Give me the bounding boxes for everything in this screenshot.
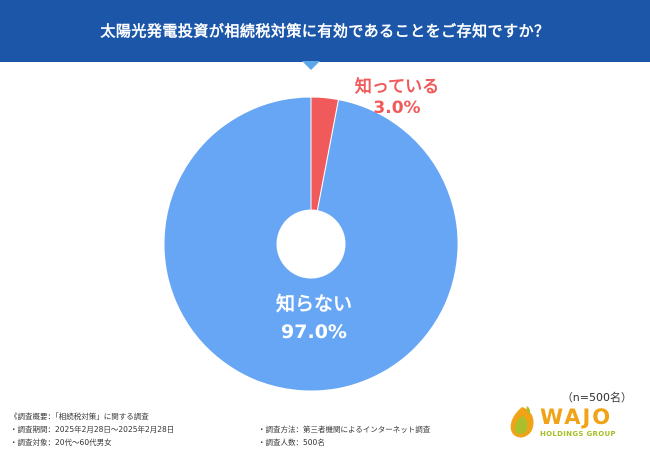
- slice-value-0: 3.0%: [373, 98, 420, 118]
- slice-label-1: 知らない: [276, 292, 352, 315]
- survey-target: ・調査対象：20代〜60代男女: [10, 438, 112, 447]
- logo-subtitle: HOLDINGS GROUP: [540, 430, 616, 438]
- slice-value-1: 97.0%: [281, 321, 347, 343]
- header-pointer: [302, 61, 320, 70]
- sample-size: （n=500名）: [561, 391, 632, 404]
- survey-period: ・調査期間：2025年2月28日〜2025年2月28日: [10, 425, 175, 434]
- chart-title: 太陽光発電投資が相続税対策に有効であることをご存知ですか？: [100, 22, 550, 40]
- logo-wordmark: WAJO: [540, 405, 613, 429]
- slice-label-0: 知っている: [354, 76, 439, 97]
- wajo-logo: WAJO HOLDINGS GROUP: [506, 404, 636, 444]
- survey-method: ・調査方法：第三者機関によるインターネット調査: [258, 425, 431, 434]
- pie-slice-1: [163, 96, 459, 392]
- survey-summary: 《調査概要：「相続税対策」に関する調査: [10, 412, 149, 421]
- logo-emblem-icon: [510, 406, 534, 438]
- header-bar: [0, 0, 650, 62]
- survey-respondents: ・調査人数：500名: [258, 438, 325, 447]
